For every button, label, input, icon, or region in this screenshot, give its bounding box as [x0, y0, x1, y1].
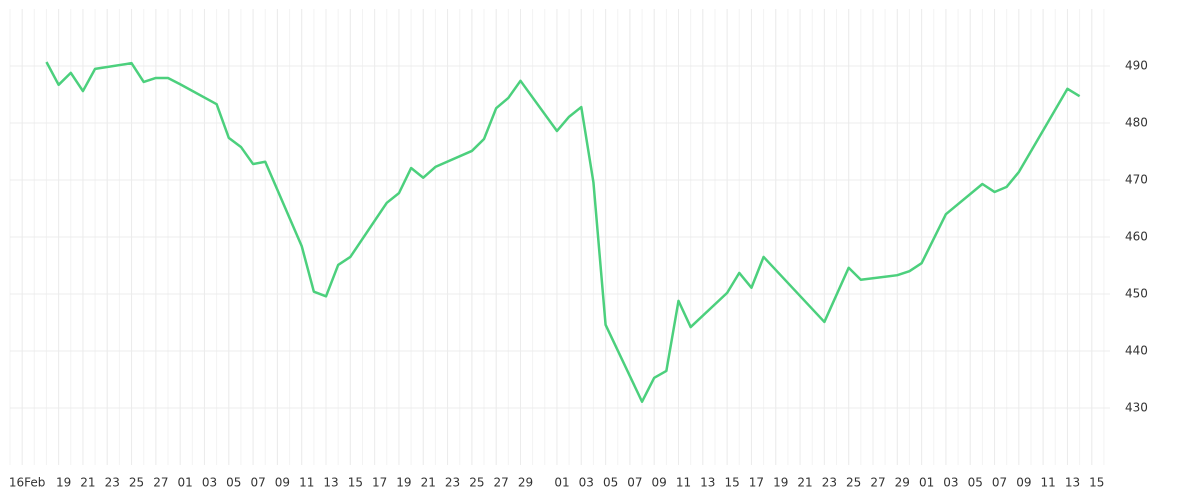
y-tick-label: 480 — [1125, 116, 1148, 130]
x-tick-label: 13 — [700, 476, 715, 490]
x-tick-label: 01 — [919, 476, 934, 490]
x-tick-label: 27 — [153, 476, 168, 490]
x-tick-label: 25 — [846, 476, 861, 490]
x-tick-label: 01 — [178, 476, 193, 490]
x-tick-label: 29 — [518, 476, 533, 490]
x-tick-label: 25 — [469, 476, 484, 490]
y-tick-label: 430 — [1125, 401, 1148, 415]
x-tick-label: 17 — [372, 476, 387, 490]
x-tick-label: 19 — [773, 476, 788, 490]
x-tick-label: 27 — [870, 476, 885, 490]
x-tick-label: 09 — [275, 476, 290, 490]
x-tick-label: 05 — [603, 476, 618, 490]
x-tick-label: 03 — [579, 476, 594, 490]
x-tick-label: 07 — [992, 476, 1007, 490]
x-tick-label: 23 — [822, 476, 837, 490]
x-tick-label: 13 — [1065, 476, 1080, 490]
x-tick-label: 19 — [56, 476, 71, 490]
x-tick-label: 03 — [943, 476, 958, 490]
x-tick-label: 07 — [627, 476, 642, 490]
x-tick-label: 03 — [202, 476, 217, 490]
y-tick-label: 440 — [1125, 344, 1148, 358]
x-tick-label: 09 — [1016, 476, 1031, 490]
price-line — [45, 61, 1081, 403]
x-tick-label: 23 — [445, 476, 460, 490]
x-tick-label: 27 — [494, 476, 509, 490]
y-tick-label: 460 — [1125, 230, 1148, 244]
x-tick-label: 17 — [749, 476, 764, 490]
x-tick-label: 13 — [323, 476, 338, 490]
y-tick-label: 450 — [1125, 287, 1148, 301]
x-tick-label: 11 — [676, 476, 691, 490]
x-tick-label: 19 — [396, 476, 411, 490]
x-tick-label: 11 — [299, 476, 314, 490]
x-tick-label: 21 — [797, 476, 812, 490]
x-tick-label: 09 — [652, 476, 667, 490]
x-tick-label: 21 — [80, 476, 95, 490]
x-tick-label: 23 — [105, 476, 120, 490]
y-tick-label: 470 — [1125, 173, 1148, 187]
x-tick-label: 16Feb — [9, 476, 46, 490]
x-tick-label: 11 — [1041, 476, 1056, 490]
x-tick-label: 25 — [129, 476, 144, 490]
x-tick-label: 15 — [348, 476, 363, 490]
x-tick-label: 05 — [968, 476, 983, 490]
y-tick-label: 490 — [1125, 59, 1148, 73]
x-tick-label: 07 — [250, 476, 265, 490]
x-tick-label: 15 — [724, 476, 739, 490]
x-tick-label: 05 — [226, 476, 241, 490]
x-tick-label: 01 — [554, 476, 569, 490]
x-tick-label: 21 — [421, 476, 436, 490]
x-tick-label: 29 — [895, 476, 910, 490]
x-tick-label: 15 — [1089, 476, 1104, 490]
